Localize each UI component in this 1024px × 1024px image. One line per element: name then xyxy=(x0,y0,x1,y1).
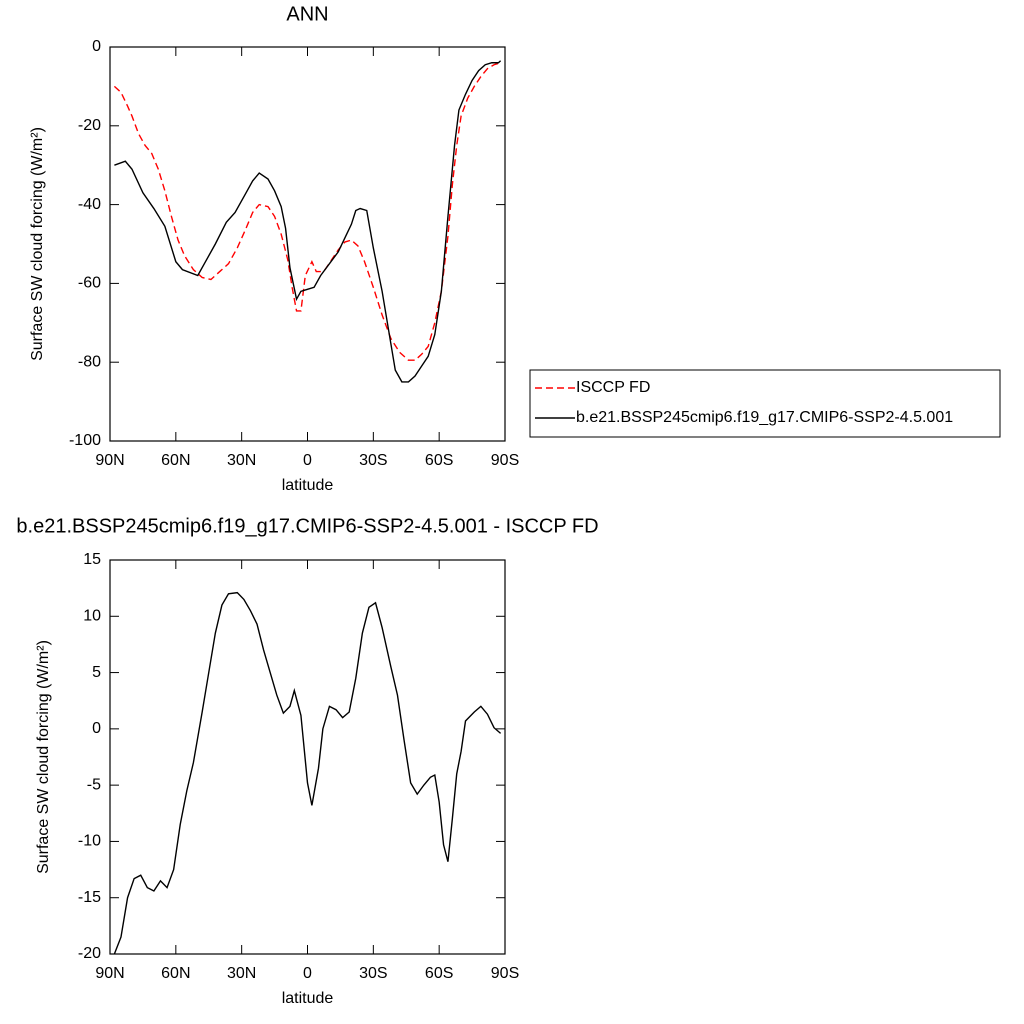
x-tick-label: 0 xyxy=(303,452,312,469)
y-tick-label: -40 xyxy=(78,196,101,213)
x-tick-label: 30N xyxy=(227,965,256,982)
legend-box xyxy=(529,369,1001,438)
y-tick-label: 0 xyxy=(92,38,101,55)
data-line xyxy=(113,591,502,955)
y-axis-label: Surface SW cloud forcing (W/m²) xyxy=(35,640,52,874)
x-tick-label: 30S xyxy=(359,965,387,982)
chart-title: b.e21.BSSP245cmip6.f19_g17.CMIP6-SSP2-4.… xyxy=(16,515,598,537)
y-axis-label: Surface SW cloud forcing (W/m²) xyxy=(29,127,46,361)
x-tick-label: 30S xyxy=(359,452,387,469)
y-tick-label: -100 xyxy=(69,432,101,449)
y-tick-label: -5 xyxy=(87,776,101,793)
x-tick-label: 0 xyxy=(303,965,312,982)
y-tick-label: -60 xyxy=(78,275,101,292)
x-axis-label: latitude xyxy=(282,477,334,494)
x-tick-label: 60S xyxy=(425,965,453,982)
x-tick-label: 60S xyxy=(425,452,453,469)
legend-label: b.e21.BSSP245cmip6.f19_g17.CMIP6-SSP2-4.… xyxy=(576,409,953,426)
y-tick-label: 0 xyxy=(92,720,101,737)
y-tick-label: -20 xyxy=(78,117,101,134)
x-tick-label: 90S xyxy=(491,965,519,982)
plot-frame xyxy=(109,559,506,955)
y-tick-label: -80 xyxy=(78,353,101,370)
x-tick-label: 60N xyxy=(161,965,190,982)
data-line xyxy=(114,60,502,383)
x-tick-label: 60N xyxy=(161,452,190,469)
y-tick-label: -20 xyxy=(78,945,101,962)
y-tick-label: -10 xyxy=(78,833,101,850)
y-tick-label: 15 xyxy=(83,551,101,568)
legend-label: ISCCP FD xyxy=(576,379,650,396)
x-tick-label: 90S xyxy=(491,452,519,469)
x-tick-label: 90N xyxy=(95,452,124,469)
y-tick-label: -15 xyxy=(78,889,101,906)
x-axis-label: latitude xyxy=(282,990,334,1007)
x-tick-label: 90N xyxy=(95,965,124,982)
data-line xyxy=(113,62,501,361)
chart-title: ANN xyxy=(286,3,328,25)
y-tick-label: 10 xyxy=(83,608,101,625)
y-tick-label: 5 xyxy=(92,664,101,681)
x-tick-label: 30N xyxy=(227,452,256,469)
